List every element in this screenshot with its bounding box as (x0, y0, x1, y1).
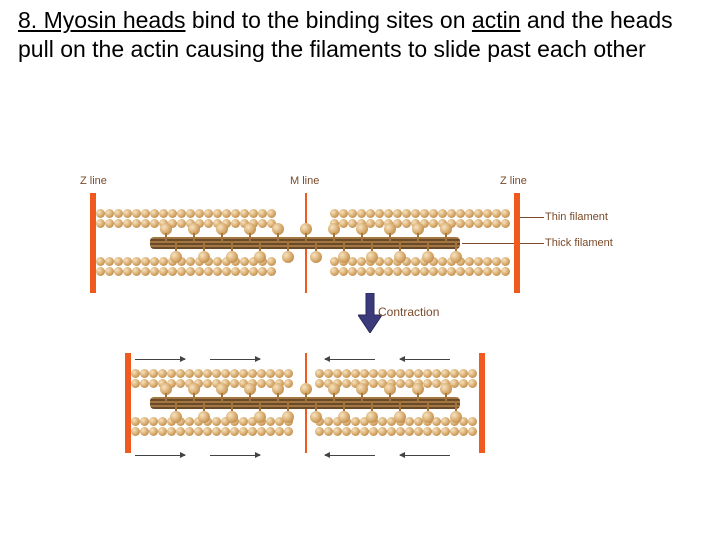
myosin-head (160, 383, 172, 395)
thin-filament (330, 209, 510, 218)
heading-text: 8. Myosin heads bind to the binding site… (18, 6, 680, 64)
myosin-head (422, 251, 434, 263)
myosin-head (198, 251, 210, 263)
myosin-head (356, 223, 368, 235)
thin-filament (96, 267, 276, 276)
z-line (90, 193, 96, 293)
label-z-right: Z line (500, 175, 527, 187)
myosin-head (272, 383, 284, 395)
z-line (125, 353, 131, 453)
myosin-head (282, 411, 294, 423)
myosin-head (412, 223, 424, 235)
myosin-head (254, 251, 266, 263)
myosin-head (300, 223, 312, 235)
label-thick-filament: Thick filament (545, 237, 613, 249)
myosin-head (226, 251, 238, 263)
myosin-head (366, 251, 378, 263)
myosin-head (338, 411, 350, 423)
myosin-head (440, 223, 452, 235)
myosin-head (244, 383, 256, 395)
myosin-head (188, 383, 200, 395)
sarcomere-diagram: Z line M line Z line Thin filament Thick… (90, 175, 650, 453)
myosin-head (328, 383, 340, 395)
thin-filament (96, 257, 276, 266)
thin-filament (330, 257, 510, 266)
myosin-head (422, 411, 434, 423)
heading-prefix: 8. Myosin heads (18, 7, 185, 33)
leader-thin (518, 217, 544, 218)
leader-thick (462, 243, 544, 244)
myosin-head (226, 411, 238, 423)
arrow-icon (210, 455, 260, 456)
label-z-left: Z line (80, 175, 107, 187)
myosin-head (394, 251, 406, 263)
sarcomere-relaxed: Thin filament Thick filament (90, 193, 520, 293)
myosin-head (356, 383, 368, 395)
myosin-head (254, 411, 266, 423)
myosin-head (384, 223, 396, 235)
thin-filament (131, 369, 293, 378)
myosin-head (450, 411, 462, 423)
top-labels: Z line M line Z line (90, 175, 650, 193)
myosin-head (384, 383, 396, 395)
myosin-head (272, 223, 284, 235)
myosin-head (412, 383, 424, 395)
label-contraction: Contraction (378, 305, 439, 319)
contraction-block: Contraction (90, 293, 650, 353)
thin-filament (330, 267, 510, 276)
z-line (514, 193, 520, 293)
myosin-head (328, 223, 340, 235)
myosin-head (300, 383, 312, 395)
myosin-head (160, 223, 172, 235)
arrow-icon (135, 455, 185, 456)
myosin-head (310, 411, 322, 423)
thin-filament (315, 427, 477, 436)
heading-actin: actin (472, 7, 521, 33)
myosin-head (216, 223, 228, 235)
label-thin-filament: Thin filament (545, 211, 608, 223)
myosin-head (188, 223, 200, 235)
thin-filament (315, 369, 477, 378)
heading-mid1: bind to the binding sites on (185, 7, 471, 33)
slide-arrows-bottom (90, 453, 650, 467)
thin-filament (131, 427, 293, 436)
sarcomere-contracted (125, 353, 485, 453)
myosin-head (244, 223, 256, 235)
myosin-head (170, 251, 182, 263)
arrow-icon (400, 455, 450, 456)
z-line (479, 353, 485, 453)
myosin-head (170, 411, 182, 423)
arrow-icon (325, 455, 375, 456)
myosin-head (394, 411, 406, 423)
myosin-head (198, 411, 210, 423)
myosin-head (216, 383, 228, 395)
myosin-head (282, 251, 294, 263)
thin-filament (96, 209, 276, 218)
myosin-head (450, 251, 462, 263)
myosin-head (440, 383, 452, 395)
thin-filament (131, 379, 293, 388)
myosin-head (310, 251, 322, 263)
myosin-head (366, 411, 378, 423)
thin-filament (131, 417, 293, 426)
myosin-head (338, 251, 350, 263)
label-m-line: M line (290, 175, 319, 187)
